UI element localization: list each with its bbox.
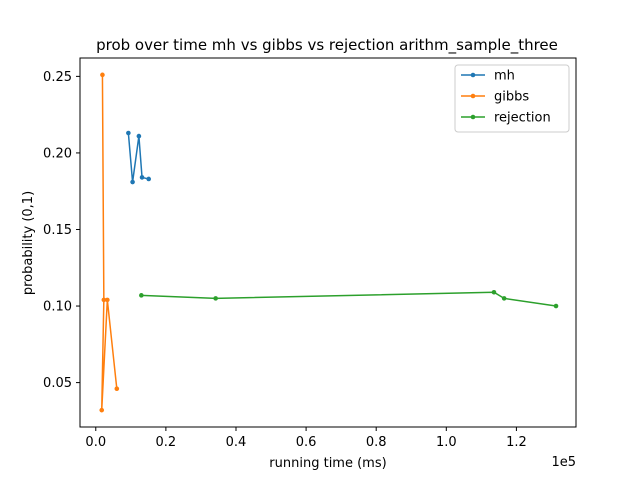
series-gibbs [99, 72, 120, 413]
data-point-gibbs [100, 72, 105, 78]
y-tick-label: 0.25 [43, 70, 72, 85]
series-mh [126, 130, 152, 185]
data-point-rejection [139, 293, 144, 298]
x-tick-label: 0.8 [366, 435, 387, 450]
y-tick-label: 0.15 [43, 223, 72, 238]
legend-marker-mh [470, 72, 476, 78]
legend-label-rejection: rejection [494, 111, 551, 126]
data-point-rejection [213, 296, 218, 301]
x-tick-label: 0.0 [85, 435, 106, 450]
data-point-rejection [491, 289, 497, 295]
x-tick-label: 1.0 [436, 435, 457, 450]
x-tick-label: 0.4 [226, 435, 247, 450]
legend: mh gibbs rejection [454, 64, 570, 133]
plot-area [99, 72, 559, 413]
legend-box [454, 64, 570, 133]
legend-marker-rejection [470, 114, 476, 120]
legend-label-mh: mh [494, 69, 515, 84]
data-point-gibbs [114, 386, 120, 392]
data-point-gibbs [99, 407, 105, 413]
y-axis-label: probability (0,1) [21, 191, 36, 295]
data-point-gibbs [105, 297, 110, 303]
data-point-mh [139, 175, 145, 180]
x-axis: 0.0 0.2 0.4 0.6 0.8 1.0 1.2 [85, 427, 527, 450]
data-point-mh [130, 179, 135, 185]
legend-label-gibbs: gibbs [494, 90, 529, 105]
data-point-gibbs [101, 297, 107, 303]
legend-marker-gibbs [470, 93, 476, 99]
series-rejection [139, 289, 559, 309]
data-point-mh [146, 176, 152, 182]
x-tick-label: 1.2 [506, 435, 527, 450]
data-point-mh [136, 133, 142, 139]
x-tick-label: 0.2 [156, 435, 177, 450]
data-point-mh [126, 130, 131, 136]
data-point-rejection [501, 296, 507, 301]
x-tick-label: 0.6 [296, 435, 317, 450]
x-axis-scale-label: 1e5 [551, 455, 576, 470]
y-tick-label: 0.10 [43, 300, 72, 315]
plot-frame [79, 57, 577, 428]
data-point-rejection [553, 303, 559, 309]
y-axis: 0.05 0.10 0.15 0.20 0.25 [43, 70, 80, 391]
y-tick-label: 0.20 [43, 146, 72, 161]
chart-title: prob over time mh vs gibbs vs rejection … [96, 36, 558, 55]
y-tick-label: 0.05 [43, 376, 72, 391]
x-axis-label: running time (ms) [269, 456, 386, 471]
